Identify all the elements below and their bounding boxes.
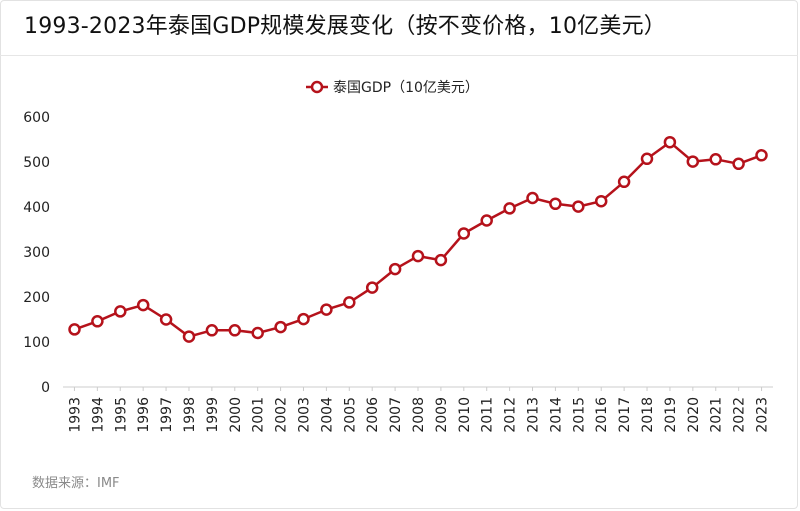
x-tick-label: 2009 xyxy=(434,397,450,433)
series-group xyxy=(68,135,768,343)
x-tick-label: 2023 xyxy=(755,397,771,433)
data-point[interactable] xyxy=(182,330,196,343)
x-tick-label: 1996 xyxy=(136,397,152,433)
y-tick-label: 500 xyxy=(23,155,50,171)
x-tick-label: 2006 xyxy=(365,397,381,433)
legend-marker xyxy=(310,80,324,94)
title-divider xyxy=(0,55,798,56)
series-line xyxy=(74,140,762,338)
data-point[interactable] xyxy=(114,305,127,318)
y-tick-label: 0 xyxy=(41,380,50,396)
data-point[interactable] xyxy=(411,249,425,263)
x-tick-label: 2011 xyxy=(480,397,496,433)
data-point[interactable] xyxy=(572,200,585,213)
x-tick-label: 2000 xyxy=(228,397,244,433)
data-point[interactable] xyxy=(617,175,631,189)
data-point[interactable] xyxy=(91,315,104,328)
data-point[interactable] xyxy=(640,152,654,166)
data-point[interactable] xyxy=(732,157,745,171)
data-point[interactable] xyxy=(343,296,356,309)
x-tick-label: 2005 xyxy=(342,397,358,433)
x-tick-label: 2021 xyxy=(709,397,725,433)
data-point[interactable] xyxy=(297,312,310,326)
x-tick-label: 1993 xyxy=(67,397,83,433)
data-point[interactable] xyxy=(526,191,539,205)
x-tick-label: 1995 xyxy=(113,397,129,433)
data-point[interactable] xyxy=(686,155,700,168)
x-tick-label: 2018 xyxy=(640,397,656,433)
data-point[interactable] xyxy=(549,197,562,211)
x-tick-label: 1994 xyxy=(90,397,106,433)
x-tick-label: 2012 xyxy=(503,397,519,433)
y-tick-label: 300 xyxy=(23,245,50,261)
x-tick-label: 2015 xyxy=(571,397,587,433)
y-tick-label: 200 xyxy=(23,290,50,306)
data-point[interactable] xyxy=(594,194,608,208)
data-point[interactable] xyxy=(663,135,677,149)
x-tick-label: 2016 xyxy=(594,397,610,433)
x-tick-label: 2013 xyxy=(526,397,542,433)
data-point[interactable] xyxy=(205,324,219,337)
x-tick-label: 2020 xyxy=(686,397,702,433)
data-point[interactable] xyxy=(320,303,333,316)
data-point[interactable] xyxy=(159,313,173,326)
x-tick-label: 2017 xyxy=(617,397,633,433)
x-tick-label: 1998 xyxy=(182,397,198,433)
data-point[interactable] xyxy=(480,214,493,227)
y-tick-label: 600 xyxy=(23,110,50,126)
chart-title: 1993-2023年泰国GDP规模发展变化（按不变价格，10亿美元） xyxy=(24,14,666,39)
x-tick-label: 2001 xyxy=(251,397,267,433)
data-point[interactable] xyxy=(388,262,402,276)
x-tick-label: 2008 xyxy=(411,397,427,433)
y-axis-ticks: 0 100 200 300 400 500 600 xyxy=(23,110,50,396)
data-point[interactable] xyxy=(274,320,287,334)
data-point[interactable] xyxy=(228,324,242,337)
data-point[interactable] xyxy=(68,323,81,336)
data-point[interactable] xyxy=(457,227,471,240)
x-tick-label: 2014 xyxy=(548,397,564,433)
x-tick-label: 2003 xyxy=(296,397,312,433)
x-tick-label: 2002 xyxy=(274,397,290,433)
y-tick-label: 100 xyxy=(23,335,50,351)
data-source-note: 数据来源：IMF xyxy=(32,476,120,491)
legend: 泰国GDP（10亿美元） xyxy=(306,80,479,96)
legend-label: 泰国GDP（10亿美元） xyxy=(333,80,479,96)
data-point[interactable] xyxy=(365,281,379,294)
y-tick-label: 400 xyxy=(23,200,50,216)
data-point[interactable] xyxy=(251,326,264,340)
x-tick-label: 1997 xyxy=(159,397,175,433)
x-tick-label: 2007 xyxy=(388,397,404,433)
x-tick-label: 2004 xyxy=(319,397,335,433)
data-point[interactable] xyxy=(503,202,516,215)
x-tick-label: 2022 xyxy=(732,397,748,433)
data-point[interactable] xyxy=(136,298,150,312)
x-tick-label: 1999 xyxy=(205,397,221,433)
data-point[interactable] xyxy=(755,149,768,162)
x-tick-label: 2019 xyxy=(663,397,679,433)
x-tick-label: 2010 xyxy=(457,397,473,433)
data-point[interactable] xyxy=(434,253,448,267)
data-point[interactable] xyxy=(709,153,722,166)
x-axis-ticks: 1993 1994 1995 1996 1997 1998 1999 2000 2001 2002… xyxy=(67,387,771,433)
